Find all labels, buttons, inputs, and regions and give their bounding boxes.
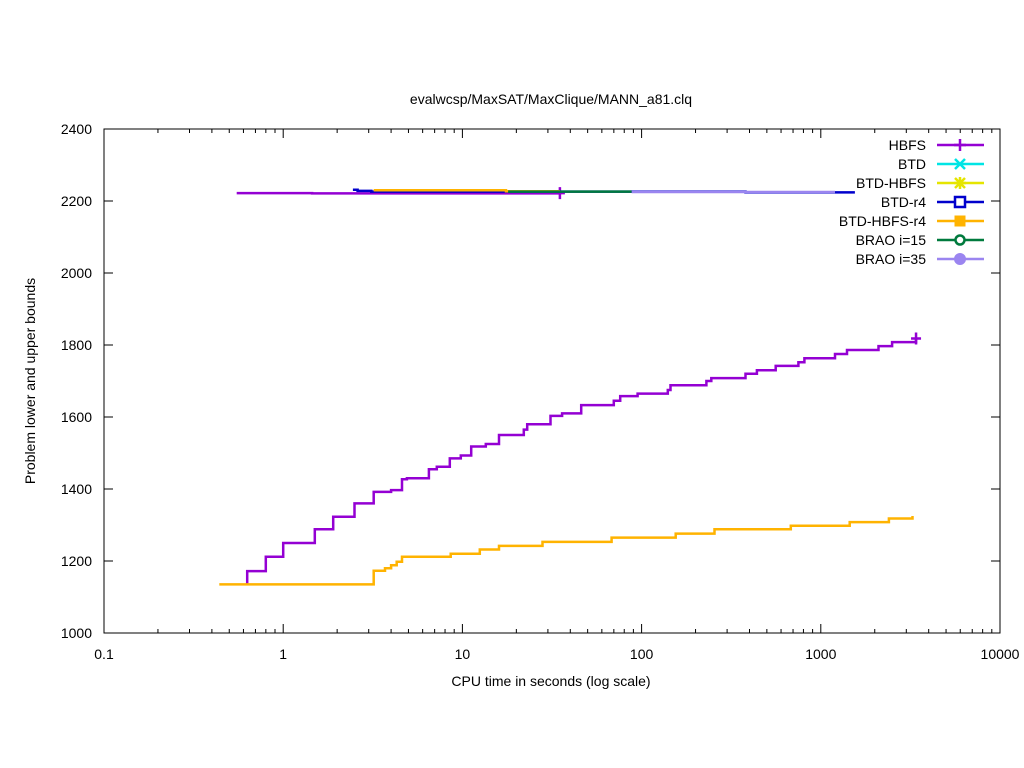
legend-entry: BTD (898, 156, 984, 172)
legend-label: BRAO i=15 (856, 232, 927, 248)
y-axis-label: Problem lower and upper bounds (22, 278, 38, 484)
legend-marker (954, 215, 966, 227)
y-tick-label: 1600 (61, 409, 92, 425)
legend-label: BTD-HBFS (856, 175, 926, 191)
axis-ticks: 0.1 1 10 100 1000 10000 1000 1200 1400 1600 1800 20… (61, 121, 1020, 662)
x-tick-label: 0.1 (94, 646, 114, 662)
legend-marker (954, 253, 966, 265)
legend-entry: BTD-HBFS (856, 175, 984, 191)
legend: HBFS BTD BTD-HBFS BTD-r4 BTD-HBFS-r4 BRAO i=1… (839, 137, 984, 267)
legend-label: BRAO i=35 (856, 251, 927, 267)
legend-entry: BRAO i=35 (856, 251, 984, 267)
legend-marker (953, 195, 967, 209)
x-tick-label: 10 (455, 646, 471, 662)
legend-label: BTD (898, 156, 926, 172)
chart-title: evalwcsp/MaxSAT/MaxClique/MANN_a81.clq (410, 91, 692, 107)
plot-border (103, 128, 1001, 634)
series-point (554, 187, 565, 200)
y-tick-label: 1400 (61, 481, 92, 497)
legend-marker (954, 158, 966, 170)
x-axis-label: CPU time in seconds (log scale) (451, 673, 650, 689)
x-tick-label: 10000 (981, 646, 1020, 662)
legend-entry: BRAO i=15 (856, 232, 984, 248)
legend-entry: BTD-HBFS-r4 (839, 213, 984, 229)
x-tick-label: 100 (630, 646, 654, 662)
y-tick-label: 2200 (61, 193, 92, 209)
legend-label: BTD-r4 (881, 194, 926, 210)
legend-label: BTD-HBFS-r4 (839, 213, 926, 229)
legend-entry: HBFS (889, 137, 984, 153)
series-line-4-1 (219, 516, 914, 586)
series-point (911, 332, 922, 345)
legend-marker (954, 234, 966, 246)
y-tick-label: 1200 (61, 553, 92, 569)
y-tick-label: 2000 (61, 265, 92, 281)
y-tick-label: 1000 (61, 625, 92, 641)
y-tick-label: 1800 (61, 337, 92, 353)
legend-marker (954, 139, 966, 151)
legend-marker (954, 177, 966, 189)
series-layer (219, 187, 922, 586)
legend-label: HBFS (889, 137, 926, 153)
x-tick-label: 1 (279, 646, 287, 662)
series-line-0-1 (245, 338, 918, 584)
y-tick-label: 2400 (61, 121, 92, 137)
plot-frame (103, 128, 1001, 634)
x-tick-label: 1000 (805, 646, 836, 662)
legend-entry: BTD-r4 (881, 194, 984, 210)
